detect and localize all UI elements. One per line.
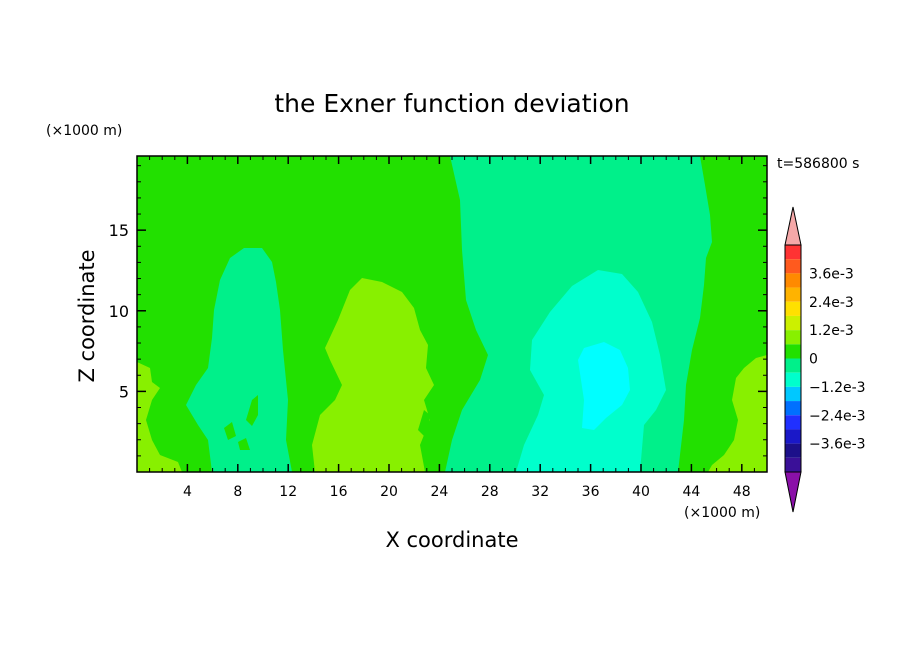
contour-region [137,362,182,472]
contour-region [312,278,434,472]
colorbar-swatch [785,315,801,331]
colorbar-label: 1.2e-3 [809,323,854,339]
colorbar-swatch [785,415,801,430]
colorbar-swatch [785,358,801,373]
colorbar-swatch [785,287,801,302]
x-tick-label: 32 [531,484,549,500]
x-tick-label: 24 [430,484,448,500]
x-tick-label: 12 [279,484,297,500]
colorbar-label: −1.2e-3 [809,380,866,396]
x-tick-label: 20 [380,484,398,500]
contour-field [137,156,767,472]
colorbar-swatch [785,245,801,260]
colorbar-label: −2.4e-3 [809,408,866,424]
contour-region [708,355,767,472]
y-axis: 5 10 15 [109,165,767,457]
x-tick-label: 44 [682,484,700,500]
colorbar-over-arrow [784,206,802,246]
x-tick-label: 8 [233,484,242,500]
contour-region [186,248,292,472]
x-tick-label: 36 [582,484,600,500]
colorbar-label: 0 [809,352,818,368]
colorbar-swatch [785,273,801,288]
colorbar-swatch [785,386,801,402]
y-unit-label: (×1000 m) [46,123,122,139]
x-axis-label: X coordinate [385,528,518,552]
colorbar-swatch [785,259,801,274]
time-label: t=586800 s [777,156,859,172]
contour-region [418,410,430,440]
colorbar-swatch [785,429,801,444]
y-axis-label: Z coordinate [75,249,99,382]
colorbar-label: −3.6e-3 [809,437,866,453]
contour-region [578,342,630,430]
x-axis: 4 8 12 16 20 24 28 32 36 40 44 48 [149,156,755,500]
colorbar-under-arrow [784,471,802,513]
colorbar-swatch [785,301,801,316]
colorbar-swatch [785,457,801,472]
contour-region [224,422,236,440]
x-tick-label: 16 [330,484,348,500]
y-tick-label: 15 [109,221,129,240]
colorbar: 3.6e-3 2.4e-3 1.2e-3 0 −1.2e-3 −2.4e-3 −3.6e-3 [784,206,866,513]
colorbar-swatch [785,443,801,458]
chart-title: the Exner function deviation [274,89,629,118]
colorbar-label: 3.6e-3 [809,266,854,282]
y-tick-label: 10 [109,302,129,321]
x-tick-label: 28 [481,484,499,500]
colorbar-frame [784,244,802,473]
colorbar-swatch [785,372,801,387]
x-tick-label: 40 [632,484,650,500]
colorbar-swatch [785,330,801,345]
x-unit-label: (×1000 m) [684,505,760,521]
contour-region [238,438,250,450]
contour-region [246,395,258,426]
colorbar-swatch [785,344,801,359]
x-tick-label: 48 [733,484,751,500]
colorbar-label: 2.4e-3 [809,295,854,311]
y-tick-label: 5 [119,382,129,401]
colorbar-swatch [785,401,801,416]
x-tick-label: 4 [183,484,192,500]
